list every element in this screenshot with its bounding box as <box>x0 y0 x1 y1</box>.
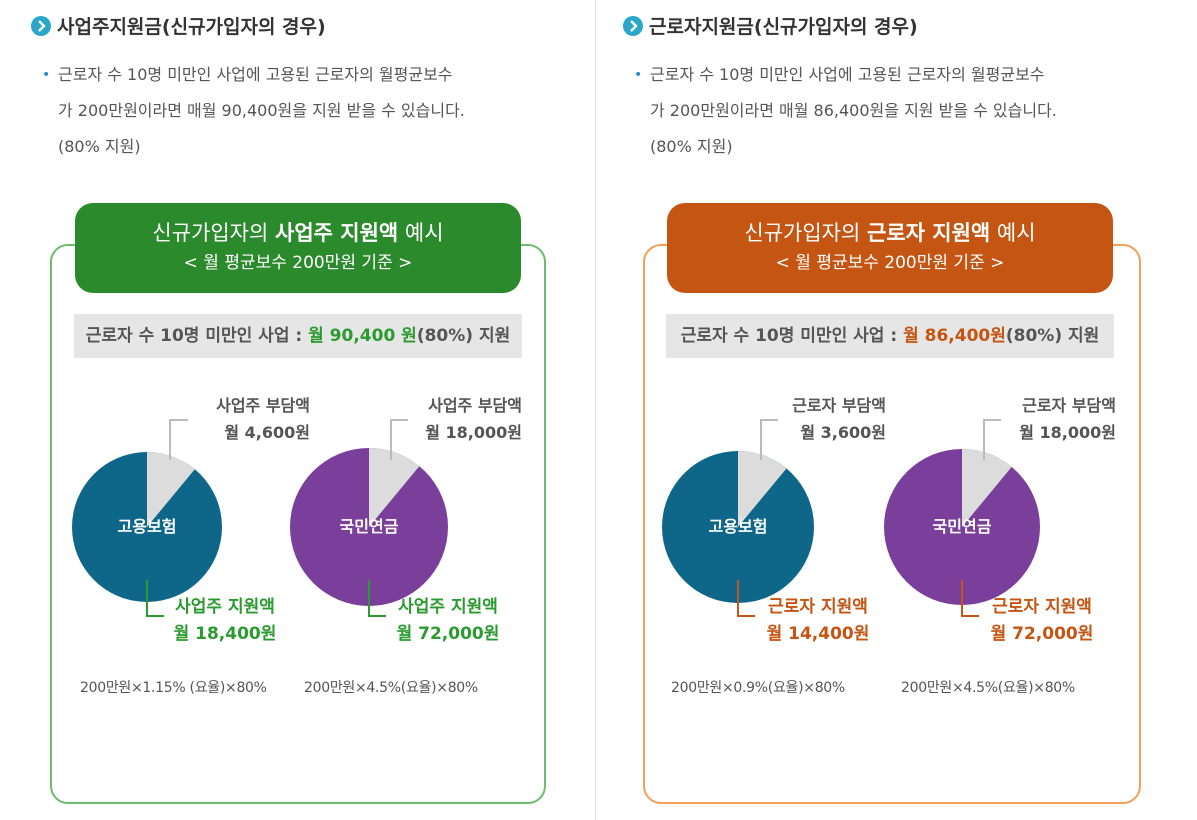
burden-label-text: 근로자 부담액 <box>1022 396 1116 415</box>
support-leader-line <box>368 580 386 617</box>
summary-suffix: (80%) 지원 <box>1005 326 1100 346</box>
description-line: 가 200만원이라면 매월 86,400원을 지원 받을 수 있습니다. <box>650 101 1057 120</box>
burden-leader-line <box>390 419 408 460</box>
support-value: 월 18,400원 <box>173 624 277 644</box>
burden-label: 사업주 부담액 월 18,000원 <box>380 392 522 446</box>
support-value: 월 14,400원 <box>766 624 870 644</box>
support-value: 월 72,000원 <box>990 624 1094 644</box>
section-heading-text: 사업주지원금(신규가입자의 경우) <box>57 16 326 38</box>
pie-burden-slice <box>738 451 787 527</box>
section-heading: 근로자지원금(신규가입자의 경우) <box>623 12 918 39</box>
pie-name: 국민연금 <box>933 517 992 536</box>
pie-burden-slice <box>962 449 1012 527</box>
description-line: 근로자 수 10명 미만인 사업에 고용된 근로자의 월평균보수 <box>650 65 1045 84</box>
support-leader-line <box>961 580 979 617</box>
chevron-right-icon <box>623 15 643 36</box>
support-label: 근로자 지원액 월 72,000원 <box>980 594 1104 648</box>
section-description: • 근로자 수 10명 미만인 사업에 고용된 근로자의 월평균보수 가 200… <box>42 57 578 165</box>
summary-highlight: 월 86,400원 <box>903 326 1006 346</box>
banner-subtitle: < 월 평균보수 200만원 기준 > <box>775 253 1005 273</box>
section-description: • 근로자 수 10명 미만인 사업에 고용된 근로자의 월평균보수 가 200… <box>634 57 1180 165</box>
column-divider <box>595 0 596 820</box>
pie-national-pension: 국민연금 <box>290 419 448 617</box>
summary-bar: 근로자 수 10명 미만인 사업 : 월 86,400원(80%) 지원 <box>666 314 1114 358</box>
support-leader-line <box>737 580 755 617</box>
employer-subsidy-section: 사업주지원금(신규가입자의 경우) • 근로자 수 10명 미만인 사업에 고용… <box>0 0 596 820</box>
banner-bold: 사업주 지원액 <box>275 221 399 245</box>
formula-text: 200만원×4.5%(요율)×80% <box>304 680 478 696</box>
support-label-text: 근로자 지원액 <box>992 597 1092 617</box>
example-banner: 신규가입자의 근로자 지원액 예시 < 월 평균보수 200만원 기준 > <box>667 203 1113 293</box>
burden-label: 사업주 부담액 월 4,600원 <box>160 392 310 446</box>
pie-burden-slice <box>369 448 420 527</box>
summary-prefix: 근로자 수 10명 미만인 사업 : <box>85 326 309 346</box>
burden-label-text: 사업주 부담액 <box>428 396 522 415</box>
description-line: 근로자 수 10명 미만인 사업에 고용된 근로자의 월평균보수 <box>58 65 453 84</box>
description-line: (80% 지원) <box>58 137 141 156</box>
support-label: 사업주 지원액 월 18,400원 <box>164 594 286 648</box>
support-label: 근로자 지원액 월 14,400원 <box>756 594 880 648</box>
burden-value: 월 18,000원 <box>425 423 522 442</box>
formula-text: 200만원×0.9%(요율)×80% <box>671 680 845 696</box>
support-label-text: 사업주 지원액 <box>398 597 498 617</box>
banner-suffix: 예시 <box>398 221 444 245</box>
pie-name: 고용보험 <box>709 517 768 536</box>
bullet-dot-icon: • <box>42 67 51 83</box>
support-leader-line <box>146 580 164 617</box>
formula-text: 200만원×4.5%(요율)×80% <box>901 680 1075 696</box>
pie-employment-insurance: 고용보험 <box>72 419 222 617</box>
pie-name: 국민연금 <box>340 517 399 536</box>
pie-burden-slice <box>147 452 195 527</box>
bullet-dot-icon: • <box>634 67 643 83</box>
burden-label: 근로자 부담액 월 18,000원 <box>974 392 1116 446</box>
description-line: (80% 지원) <box>650 137 733 156</box>
example-banner: 신규가입자의 사업주 지원액 예시 < 월 평균보수 200만원 기준 > <box>75 203 521 293</box>
section-heading-text: 근로자지원금(신규가입자의 경우) <box>649 16 918 38</box>
banner-prefix: 신규가입자의 <box>744 221 868 245</box>
description-line: 가 200만원이라면 매월 90,400원을 지원 받을 수 있습니다. <box>58 101 465 120</box>
burden-value: 월 3,600원 <box>800 423 886 442</box>
pie-charts: 고용보험 국민연금 <box>72 419 448 617</box>
support-label-text: 근로자 지원액 <box>768 597 868 617</box>
summary-highlight: 월 90,400 원 <box>308 326 417 346</box>
pie-name: 고용보험 <box>118 517 177 536</box>
chevron-right-icon <box>31 15 51 36</box>
pie-employment-insurance: 고용보험 <box>662 419 814 617</box>
burden-leader-line <box>760 419 778 460</box>
burden-leader-line <box>169 419 188 460</box>
section-heading: 사업주지원금(신규가입자의 경우) <box>31 12 326 39</box>
pie-national-pension: 국민연금 <box>884 419 1040 617</box>
worker-subsidy-section: 근로자지원금(신규가입자의 경우) • 근로자 수 10명 미만인 사업에 고용… <box>596 0 1197 820</box>
support-label: 사업주 지원액 월 72,000원 <box>386 594 510 648</box>
banner-bold: 근로자 지원액 <box>867 221 991 245</box>
banner-subtitle: < 월 평균보수 200만원 기준 > <box>183 253 413 273</box>
burden-label-text: 사업주 부담액 <box>216 396 310 415</box>
banner-suffix: 예시 <box>990 221 1036 245</box>
burden-value: 월 18,000원 <box>1019 423 1116 442</box>
pie-charts: 고용보험 국민연금 <box>662 419 1040 617</box>
burden-value: 월 4,600원 <box>224 423 310 442</box>
support-value: 월 72,000원 <box>396 624 500 644</box>
support-label-text: 사업주 지원액 <box>175 597 275 617</box>
summary-prefix: 근로자 수 10명 미만인 사업 : <box>680 326 904 346</box>
summary-suffix: (80%) 지원 <box>416 326 511 346</box>
burden-label: 근로자 부담액 월 3,600원 <box>746 392 886 446</box>
banner-prefix: 신규가입자의 <box>152 221 276 245</box>
burden-label-text: 근로자 부담액 <box>792 396 886 415</box>
summary-bar: 근로자 수 10명 미만인 사업 : 월 90,400 원(80%) 지원 <box>74 314 522 358</box>
formula-text: 200만원×1.15% (요율)×80% <box>80 680 267 696</box>
burden-leader-line <box>983 419 1001 460</box>
